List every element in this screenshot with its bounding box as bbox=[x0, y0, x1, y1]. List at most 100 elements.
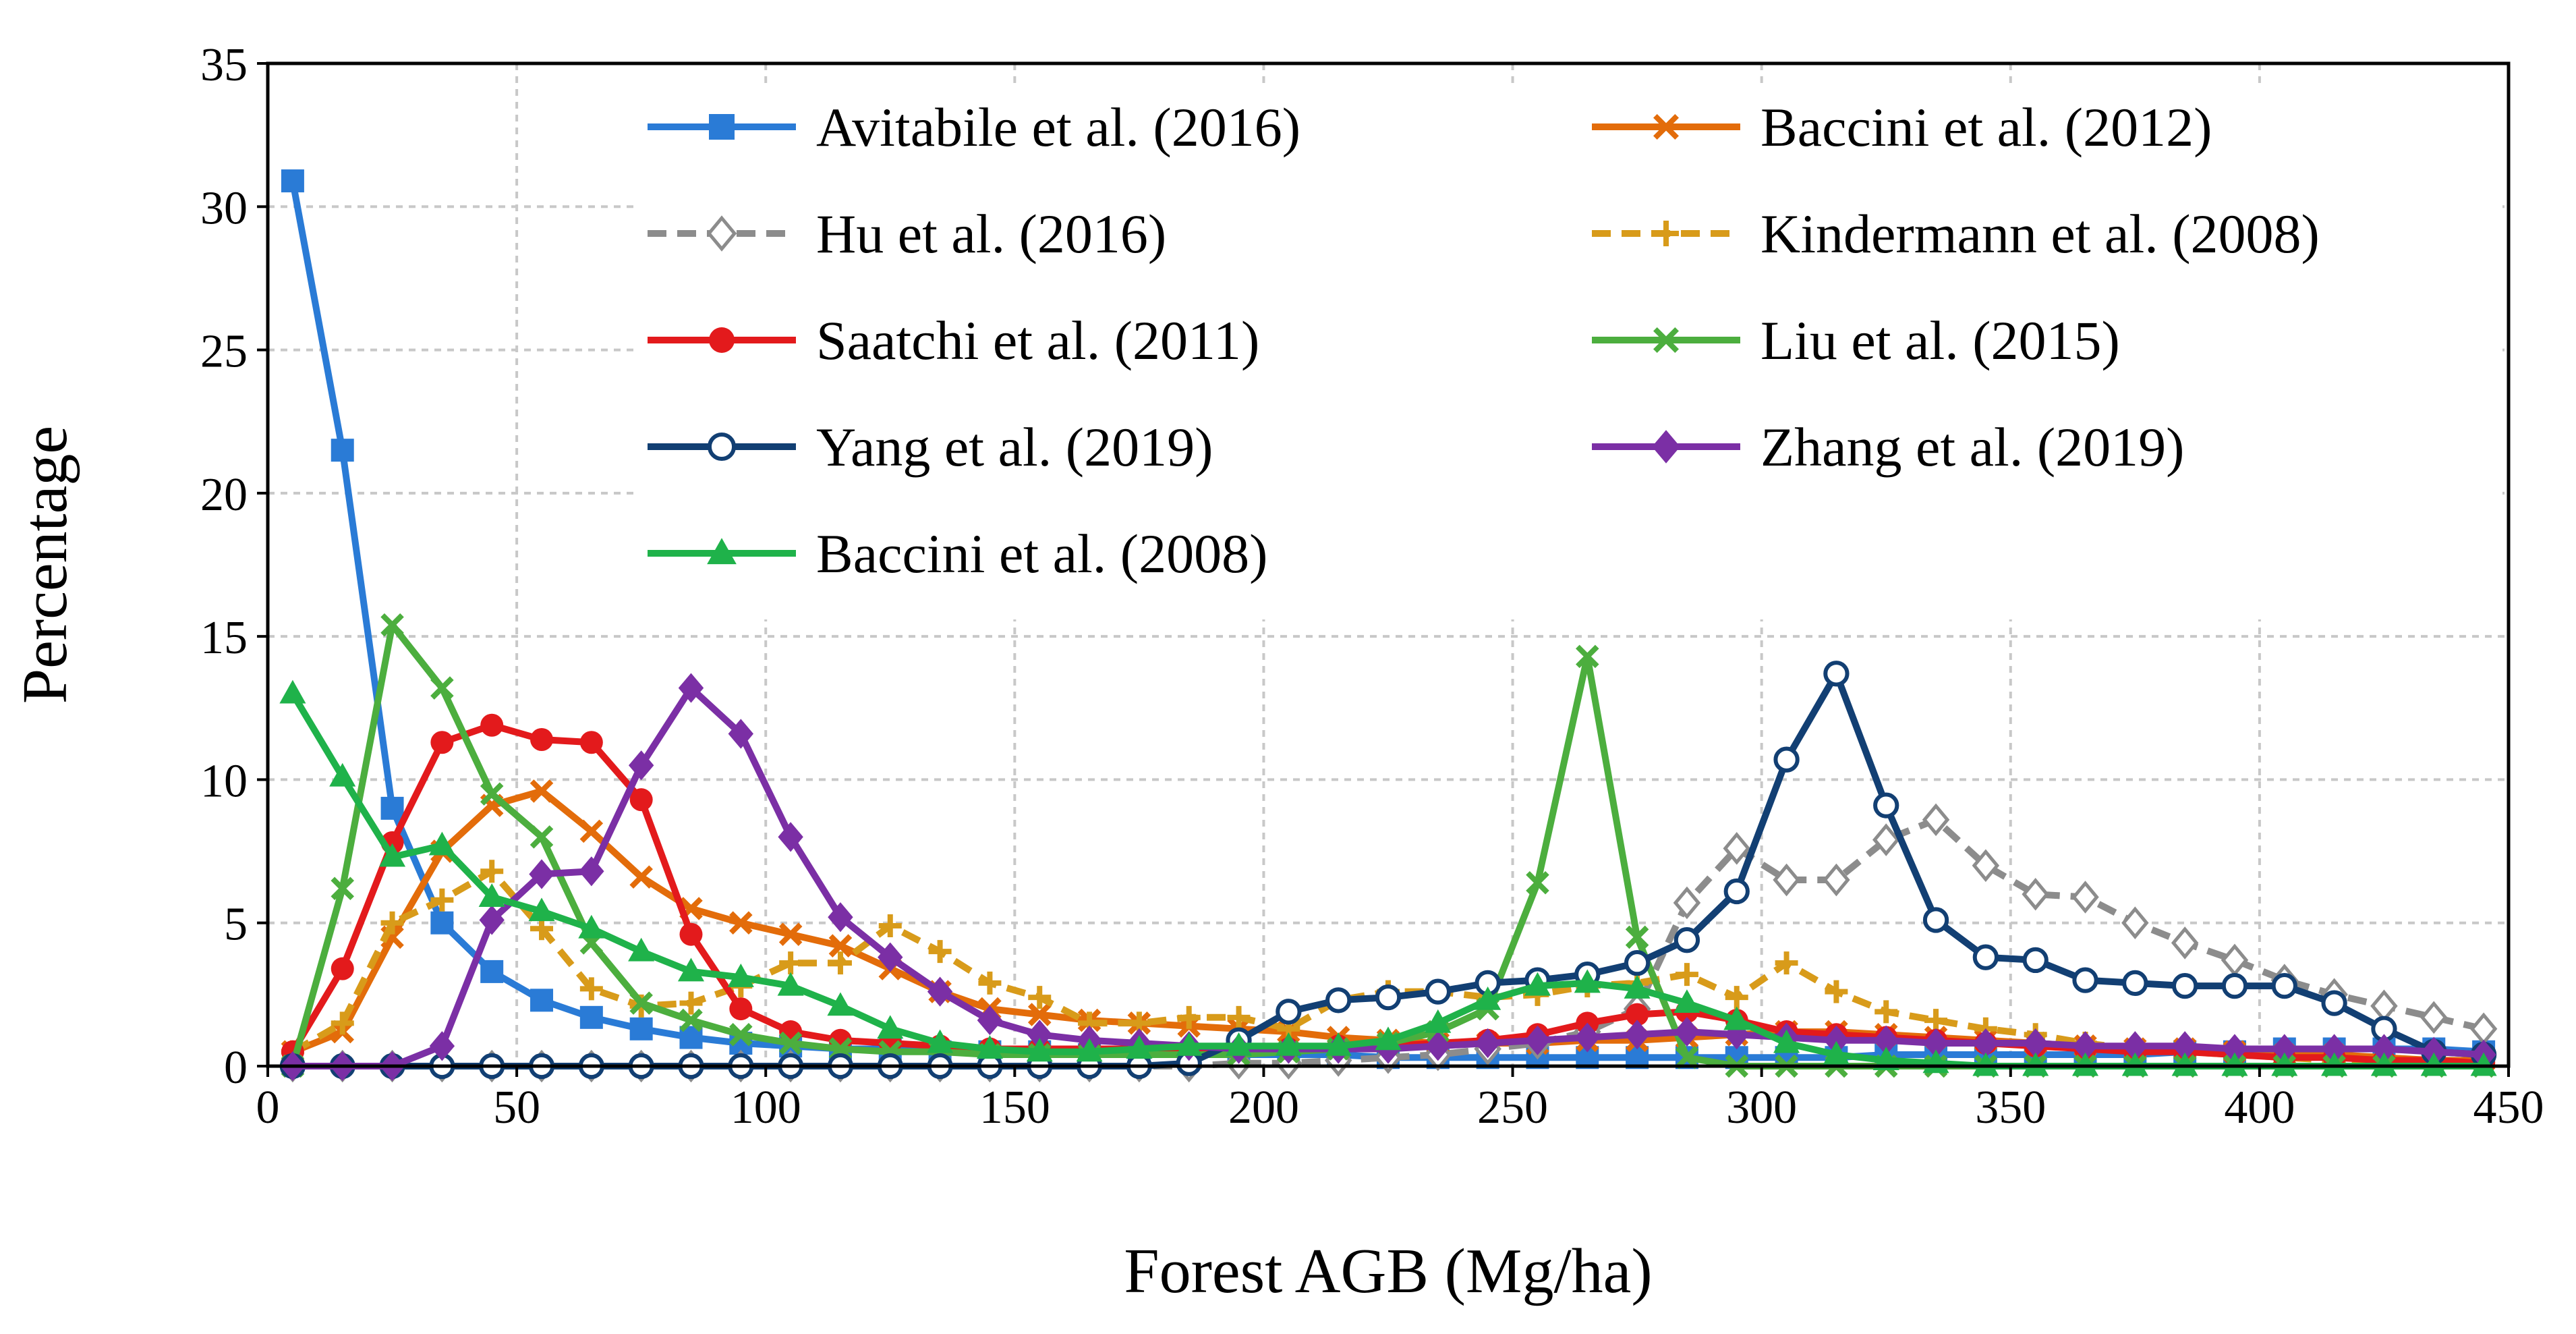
data-point bbox=[2121, 1052, 2148, 1076]
data-point bbox=[1475, 1028, 1501, 1059]
data-point bbox=[528, 897, 555, 922]
data-point bbox=[1723, 878, 1750, 905]
legend-marker bbox=[1653, 327, 1679, 353]
data-point bbox=[430, 676, 454, 700]
data-point bbox=[927, 976, 953, 1007]
data-point bbox=[2420, 1052, 2447, 1076]
legend-item: Saatchi et al. (2011) bbox=[648, 310, 1259, 371]
data-point bbox=[2072, 967, 2098, 993]
data-point bbox=[2071, 1052, 2099, 1076]
series-9 bbox=[279, 679, 2497, 1076]
series-line bbox=[289, 721, 2484, 1067]
data-point bbox=[2072, 1031, 2098, 1061]
data-point bbox=[2421, 1036, 2446, 1067]
data-point bbox=[1673, 927, 1700, 953]
data-point bbox=[1725, 986, 1748, 1009]
data-point bbox=[877, 1015, 904, 1039]
data-point bbox=[928, 940, 952, 964]
legend-label: Baccini et al. (2008) bbox=[816, 523, 1267, 584]
data-point bbox=[828, 934, 853, 957]
data-point bbox=[828, 951, 852, 975]
legend-label: Hu et al. (2016) bbox=[816, 203, 1166, 265]
data-point bbox=[1675, 963, 1698, 986]
data-point bbox=[2122, 1031, 2148, 1061]
legend-marker bbox=[1653, 221, 1679, 246]
data-point bbox=[2321, 1034, 2347, 1064]
data-point bbox=[2171, 926, 2199, 960]
data-point bbox=[1275, 1032, 1302, 1056]
y-tick-label: 20 bbox=[200, 469, 248, 521]
data-point bbox=[1924, 1009, 1948, 1032]
data-point bbox=[479, 905, 505, 935]
data-point bbox=[1723, 832, 1751, 865]
data-point bbox=[1625, 925, 1649, 949]
legend-marker bbox=[706, 215, 737, 252]
legend-label: Saatchi et al. (2011) bbox=[816, 310, 1259, 371]
data-point bbox=[331, 1011, 354, 1035]
data-point bbox=[1874, 1000, 1898, 1024]
data-point bbox=[2469, 1012, 2498, 1046]
x-tick-label: 300 bbox=[1726, 1082, 1797, 1134]
data-point bbox=[1972, 1052, 1999, 1076]
data-point bbox=[1425, 1009, 1452, 1033]
data-point bbox=[579, 977, 603, 1001]
data-point bbox=[1973, 1028, 1999, 1059]
data-point bbox=[2221, 972, 2248, 999]
data-point bbox=[331, 957, 354, 980]
data-point bbox=[976, 1035, 1003, 1059]
data-point bbox=[779, 951, 803, 975]
data-point bbox=[480, 960, 504, 983]
data-point bbox=[728, 719, 754, 749]
data-point bbox=[629, 991, 653, 1015]
data-point bbox=[1773, 1029, 1800, 1053]
legend: Avitabile et al. (2016) Baccini et al. (2… bbox=[634, 86, 2502, 619]
data-point bbox=[2221, 1052, 2248, 1076]
data-point bbox=[629, 865, 653, 889]
data-point bbox=[878, 942, 903, 972]
legend-item: Liu et al. (2015) bbox=[1592, 310, 2120, 371]
data-point bbox=[2172, 1031, 2198, 1061]
data-point bbox=[2371, 1034, 2397, 1064]
legend-label: Zhang et al. (2019) bbox=[1761, 416, 2184, 478]
data-point bbox=[827, 992, 854, 1016]
y-tick-label: 0 bbox=[224, 1042, 248, 1094]
data-point bbox=[1624, 950, 1651, 976]
data-point bbox=[628, 750, 654, 781]
data-point bbox=[1675, 1045, 1699, 1069]
x-tick-label: 450 bbox=[2473, 1082, 2544, 1134]
data-point bbox=[1027, 1003, 1052, 1026]
data-point bbox=[329, 762, 356, 787]
data-point bbox=[480, 713, 504, 737]
data-point bbox=[428, 831, 455, 856]
data-point bbox=[1325, 1032, 1352, 1056]
data-point bbox=[1773, 746, 1800, 773]
data-point bbox=[579, 856, 604, 887]
data-point bbox=[1873, 792, 1899, 818]
data-point bbox=[2172, 972, 2198, 999]
axis-ticks: 0 50 100 150 200 250 300 350 400 450 0 5 10 15 20 25 30 3… bbox=[200, 39, 2544, 1134]
legend-label: Avitabile et al. (2016) bbox=[816, 96, 1300, 158]
data-point bbox=[2420, 1001, 2448, 1034]
data-point bbox=[729, 911, 753, 935]
data-point bbox=[677, 957, 705, 982]
data-point bbox=[729, 1023, 753, 1047]
data-point bbox=[1375, 984, 1402, 1011]
data-point bbox=[1923, 1028, 1949, 1059]
y-tick-label: 10 bbox=[200, 755, 248, 807]
legend-item: Baccini et al. (2008) bbox=[648, 523, 1267, 584]
legend-item: Hu et al. (2016) bbox=[648, 203, 1166, 265]
data-point bbox=[279, 679, 306, 704]
data-point bbox=[2370, 989, 2398, 1023]
data-point bbox=[1823, 661, 1850, 687]
data-point bbox=[380, 796, 404, 820]
legend-marker bbox=[709, 114, 735, 140]
data-point bbox=[2221, 943, 2249, 977]
data-point bbox=[778, 1031, 803, 1055]
data-point bbox=[2171, 1052, 2198, 1076]
data-point bbox=[2022, 877, 2049, 911]
data-point bbox=[2121, 906, 2149, 940]
data-point bbox=[778, 822, 803, 852]
data-point bbox=[1624, 974, 1651, 999]
data-point bbox=[1576, 644, 1599, 669]
data-point bbox=[2122, 970, 2148, 997]
